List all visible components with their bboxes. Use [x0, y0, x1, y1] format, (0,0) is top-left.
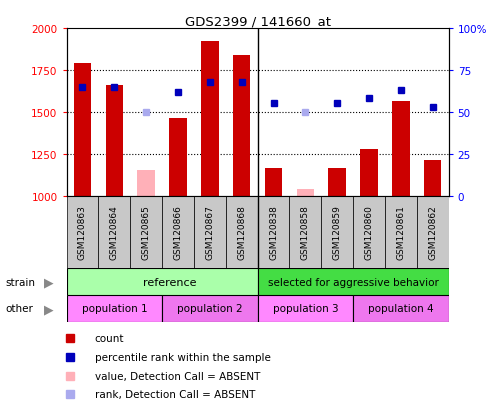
Text: ▶: ▶ [44, 302, 54, 315]
Text: GSM120858: GSM120858 [301, 205, 310, 260]
Bar [74, 64, 91, 196]
Text: reference: reference [143, 277, 197, 287]
Bar [130, 196, 162, 268]
Text: GSM120838: GSM120838 [269, 205, 278, 260]
Bar [257, 196, 289, 268]
Bar [201, 42, 218, 196]
Text: GSM120859: GSM120859 [333, 205, 342, 260]
Text: population 2: population 2 [177, 304, 243, 314]
Bar [265, 169, 282, 196]
Bar [106, 86, 123, 196]
Text: GSM120861: GSM120861 [396, 205, 405, 260]
Bar [353, 196, 385, 268]
Bar [289, 196, 321, 268]
Bar [67, 268, 257, 295]
Text: GSM120866: GSM120866 [174, 205, 182, 260]
Bar [257, 295, 353, 322]
Bar [226, 196, 257, 268]
Bar [424, 161, 441, 196]
Bar [138, 170, 155, 196]
Text: selected for aggressive behavior: selected for aggressive behavior [268, 277, 439, 287]
Text: GSM120865: GSM120865 [141, 205, 151, 260]
Text: value, Detection Call = ABSENT: value, Detection Call = ABSENT [95, 371, 260, 381]
Text: GSM120863: GSM120863 [78, 205, 87, 260]
Bar [360, 150, 378, 196]
Bar [392, 102, 410, 196]
Text: GSM120868: GSM120868 [237, 205, 246, 260]
Bar [328, 169, 346, 196]
Bar [162, 295, 257, 322]
Text: population 3: population 3 [273, 304, 338, 314]
Text: GSM120862: GSM120862 [428, 205, 437, 259]
Text: GSM120864: GSM120864 [110, 205, 119, 259]
Text: strain: strain [5, 277, 35, 287]
Title: GDS2399 / 141660_at: GDS2399 / 141660_at [184, 15, 331, 28]
Bar [169, 119, 187, 196]
Bar [162, 196, 194, 268]
Bar [353, 295, 449, 322]
Bar [257, 268, 449, 295]
Text: GSM120867: GSM120867 [205, 205, 214, 260]
Text: population 1: population 1 [81, 304, 147, 314]
Text: percentile rank within the sample: percentile rank within the sample [95, 352, 271, 362]
Text: rank, Detection Call = ABSENT: rank, Detection Call = ABSENT [95, 389, 255, 399]
Bar [321, 196, 353, 268]
Text: other: other [5, 304, 33, 314]
Text: population 4: population 4 [368, 304, 434, 314]
Bar [417, 196, 449, 268]
Text: count: count [95, 333, 124, 343]
Bar [297, 190, 314, 196]
Bar [99, 196, 130, 268]
Bar [233, 56, 250, 196]
Bar [385, 196, 417, 268]
Text: GSM120860: GSM120860 [364, 205, 374, 260]
Text: ▶: ▶ [44, 275, 54, 288]
Bar [194, 196, 226, 268]
Bar [67, 196, 99, 268]
Bar [67, 295, 162, 322]
